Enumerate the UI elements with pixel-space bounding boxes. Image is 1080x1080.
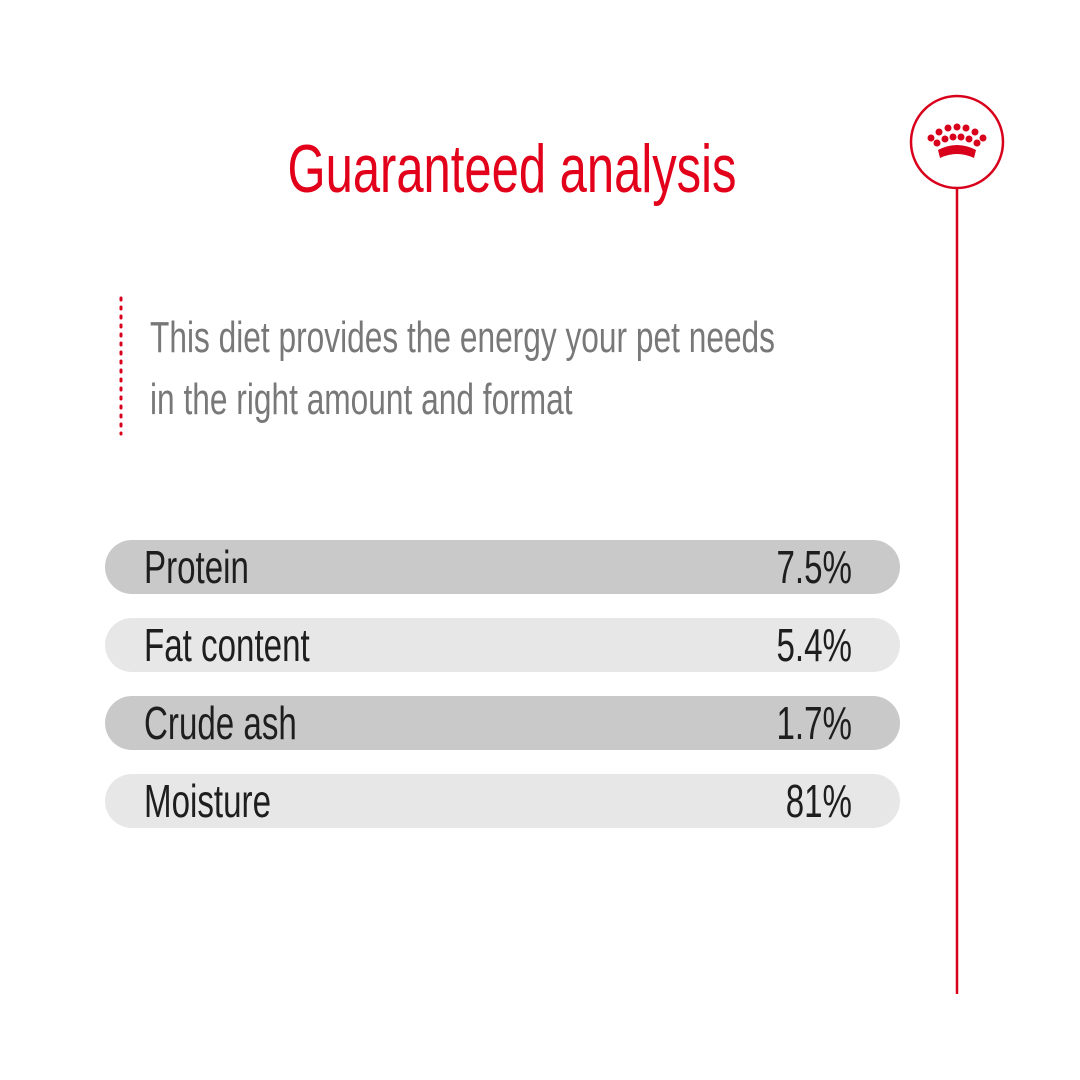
logo-circle: [909, 94, 1005, 190]
row-label: Crude ash: [144, 699, 297, 749]
row-value: 5.4%: [777, 621, 852, 671]
crown-icon: [927, 123, 987, 158]
table-row: [105, 774, 900, 828]
row-label: Fat content: [144, 621, 310, 671]
description-line: in the right amount and format: [150, 375, 573, 424]
description-line: This diet provides the energy your pet n…: [150, 313, 775, 362]
row-value: 1.7%: [777, 699, 852, 749]
row-label: Protein: [144, 543, 249, 593]
row-value: 81%: [786, 777, 852, 827]
content: Guaranteed analysis This diet provides th…: [105, 130, 900, 828]
row-value: 7.5%: [777, 543, 852, 593]
table-row: [105, 618, 900, 672]
row-label: Moisture: [144, 777, 271, 827]
table-row: [105, 540, 900, 594]
title: Guaranteed analysis: [288, 130, 737, 207]
table-row: [105, 696, 900, 750]
